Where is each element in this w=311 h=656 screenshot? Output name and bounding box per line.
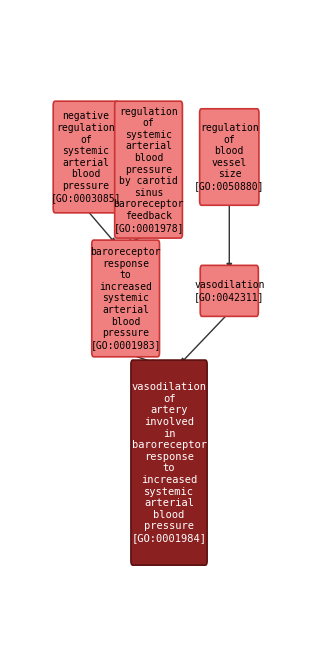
Text: vasodilation
of
artery
involved
in
baroreceptor
response
to
increased
systemic
a: vasodilation of artery involved in baror… — [132, 382, 207, 543]
FancyBboxPatch shape — [200, 266, 258, 316]
Text: vasodilation
[GO:0042311]: vasodilation [GO:0042311] — [194, 280, 265, 302]
FancyBboxPatch shape — [53, 101, 118, 213]
Text: regulation
of
systemic
arterial
blood
pressure
by carotid
sinus
baroreceptor
fee: regulation of systemic arterial blood pr… — [113, 107, 184, 233]
Text: baroreceptor
response
to
increased
systemic
arterial
blood
pressure
[GO:0001983]: baroreceptor response to increased syste… — [91, 247, 161, 350]
FancyBboxPatch shape — [92, 240, 160, 357]
Text: regulation
of
blood
vessel
size
[GO:0050880]: regulation of blood vessel size [GO:0050… — [194, 123, 265, 191]
Text: negative
regulation
of
systemic
arterial
blood
pressure
[GO:0003085]: negative regulation of systemic arterial… — [51, 112, 121, 203]
FancyBboxPatch shape — [200, 109, 259, 205]
FancyBboxPatch shape — [131, 360, 207, 565]
FancyBboxPatch shape — [115, 101, 183, 238]
